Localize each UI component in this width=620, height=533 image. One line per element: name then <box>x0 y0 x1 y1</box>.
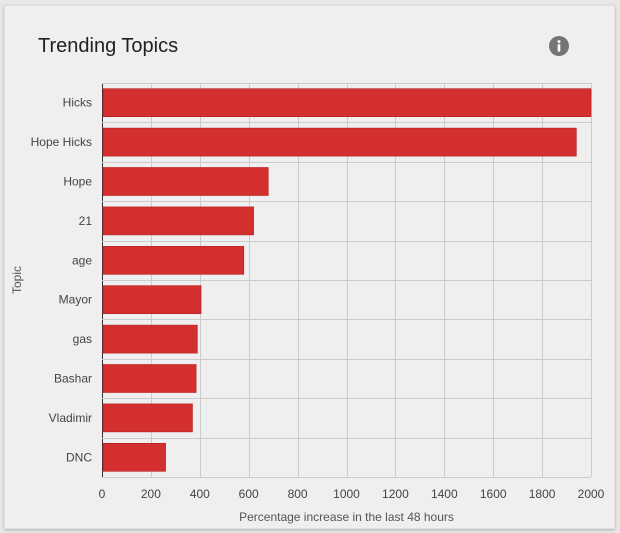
x-axis-title: Percentage increase in the last 48 hours <box>239 510 454 524</box>
x-tick-label: 1400 <box>431 487 458 501</box>
category-label: gas <box>73 332 92 346</box>
grid-lines <box>102 83 592 478</box>
category-label: Hicks <box>63 96 92 110</box>
card-title: Trending Topics <box>38 35 179 57</box>
x-tick-labels: 0 200 400 600 800 1000 1200 1400 1600 1800 2000 <box>99 487 605 501</box>
category-label: DNC <box>66 450 92 464</box>
info-glyph <box>557 40 561 52</box>
bar[interactable] <box>102 88 592 117</box>
x-tick-label: 600 <box>239 487 259 501</box>
x-tick-label: 800 <box>288 487 308 501</box>
bar[interactable] <box>102 364 197 393</box>
bar[interactable] <box>102 285 202 315</box>
bars <box>102 88 592 472</box>
bar[interactable] <box>102 127 577 157</box>
info-icon[interactable] <box>549 36 569 56</box>
x-tick-label: 1600 <box>480 487 507 501</box>
category-label: 21 <box>79 214 93 228</box>
bar[interactable] <box>102 403 193 433</box>
x-tick-label: 0 <box>99 487 106 501</box>
category-label: Hope <box>63 175 92 189</box>
x-tick-label: 1200 <box>382 487 409 501</box>
category-label: Vladimir <box>49 411 92 425</box>
x-tick-label: 400 <box>190 487 210 501</box>
category-label: Bashar <box>54 372 92 386</box>
category-label: age <box>72 253 92 267</box>
bar[interactable] <box>102 246 245 275</box>
x-tick-label: 1000 <box>333 487 360 501</box>
x-tick-label: 1800 <box>529 487 556 501</box>
bar[interactable] <box>102 167 269 196</box>
x-tick-label: 2000 <box>578 487 605 501</box>
bar[interactable] <box>102 324 198 354</box>
x-tick-label: 200 <box>141 487 161 501</box>
y-axis-title: Topic <box>10 266 24 294</box>
category-label: Mayor <box>59 293 92 307</box>
bar[interactable] <box>102 442 166 472</box>
category-label: Hope Hicks <box>31 135 92 149</box>
bar[interactable] <box>102 206 254 236</box>
category-labels: Hicks Hope Hicks Hope 21 age Mayor gas Bashar Vl… <box>31 96 93 465</box>
